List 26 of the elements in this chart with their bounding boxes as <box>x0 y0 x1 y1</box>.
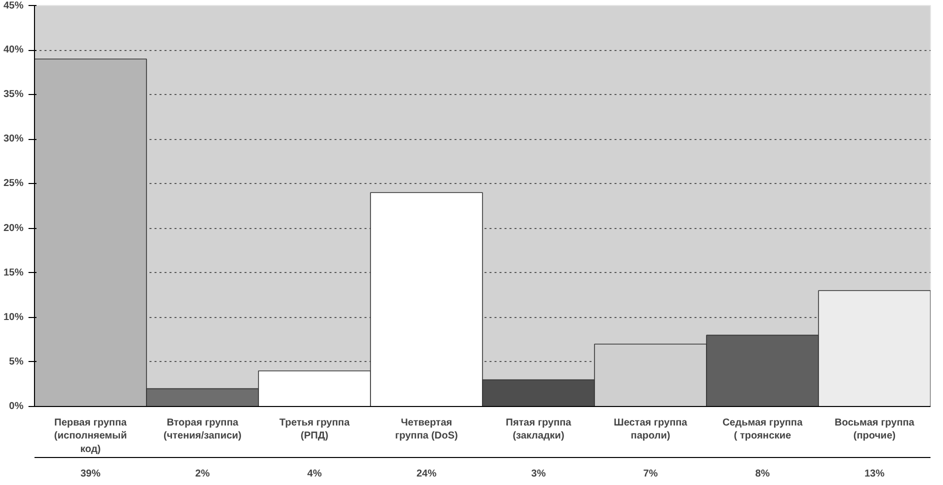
x-tick-label: Вторая группа (чтения/записи) <box>163 418 242 442</box>
data-label: 4% <box>307 468 322 480</box>
y-tick-label: 10% <box>3 312 24 323</box>
y-tick-label: 30% <box>3 134 24 145</box>
y-tick-label: 45% <box>3 0 24 12</box>
x-tick-label: Шестая группа пароли) <box>614 418 688 442</box>
data-label: 2% <box>195 468 210 480</box>
x-tick-label: Четвертая группа (DoS) <box>395 418 458 442</box>
y-tick-label: 35% <box>3 89 24 100</box>
x-tick-label: Первая группа (исполняемый код) <box>54 418 128 455</box>
y-tick-label: 0% <box>9 401 24 412</box>
y-tick-label: 5% <box>9 356 24 368</box>
x-tick-label: Седьмая группа ( троянские <box>722 418 803 442</box>
x-tick-label: Восьмая группа (прочие) <box>834 418 915 442</box>
y-tick-label: 20% <box>3 222 24 234</box>
y-tick-label: 25% <box>3 178 24 190</box>
y-tick-label: 40% <box>3 44 24 56</box>
data-label: 39% <box>80 468 101 480</box>
y-tick-label: 15% <box>3 267 24 278</box>
data-label: 3% <box>531 468 546 480</box>
data-label: 13% <box>864 468 885 480</box>
x-tick-label: Пятая группа (закладки) <box>506 418 572 442</box>
data-label: 8% <box>755 468 770 480</box>
x-tick-label: Третья группа (РПД) <box>279 418 350 442</box>
data-label: 24% <box>416 468 437 480</box>
data-label: 7% <box>643 468 658 480</box>
